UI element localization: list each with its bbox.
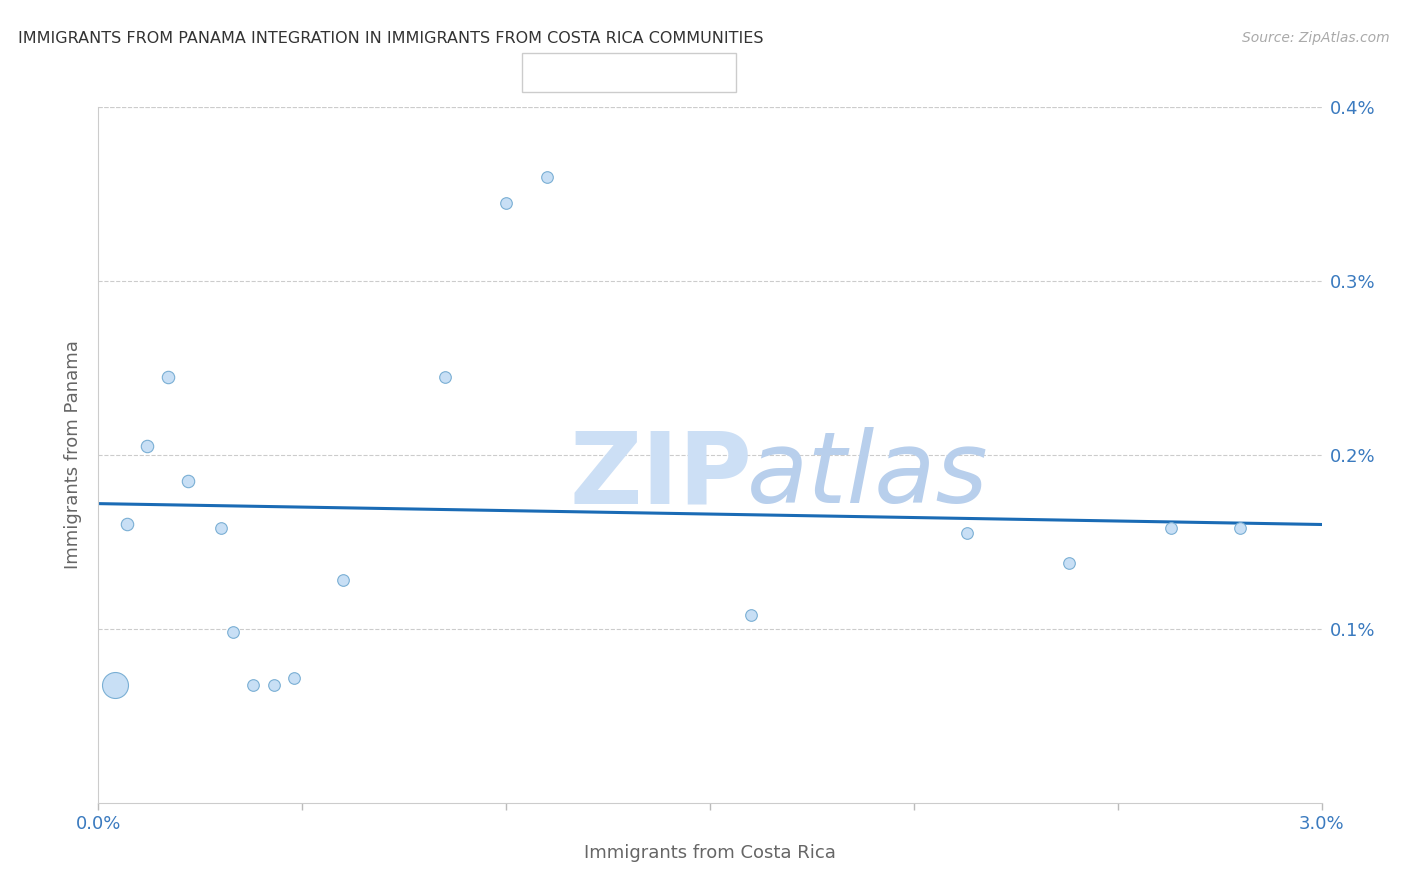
Point	[209, 521, 232, 535]
X-axis label: Immigrants from Costa Rica: Immigrants from Costa Rica	[583, 844, 837, 862]
Point	[495, 195, 517, 210]
Point	[1057, 556, 1080, 570]
Point	[283, 671, 305, 685]
Point	[104, 677, 127, 691]
Point	[536, 169, 558, 184]
Text: 18: 18	[695, 62, 720, 82]
Text: atlas: atlas	[747, 427, 988, 524]
Text: -0.031: -0.031	[581, 62, 644, 82]
Point	[115, 517, 138, 532]
Text: N =: N =	[647, 62, 690, 82]
Point	[1160, 521, 1182, 535]
Point	[177, 474, 200, 488]
Text: Source: ZipAtlas.com: Source: ZipAtlas.com	[1241, 31, 1389, 45]
Point	[156, 369, 179, 384]
Point	[136, 439, 159, 453]
Point	[222, 625, 245, 640]
Text: ZIP: ZIP	[569, 427, 752, 524]
Point	[1229, 521, 1251, 535]
Point	[433, 369, 456, 384]
Point	[740, 607, 762, 622]
Text: R =: R =	[537, 62, 581, 82]
Point	[242, 677, 264, 691]
Point	[263, 677, 285, 691]
Y-axis label: Immigrants from Panama: Immigrants from Panama	[65, 341, 83, 569]
Point	[956, 526, 979, 541]
FancyBboxPatch shape	[523, 53, 735, 92]
Point	[332, 573, 354, 587]
Text: IMMIGRANTS FROM PANAMA INTEGRATION IN IMMIGRANTS FROM COSTA RICA COMMUNITIES: IMMIGRANTS FROM PANAMA INTEGRATION IN IM…	[18, 31, 763, 46]
